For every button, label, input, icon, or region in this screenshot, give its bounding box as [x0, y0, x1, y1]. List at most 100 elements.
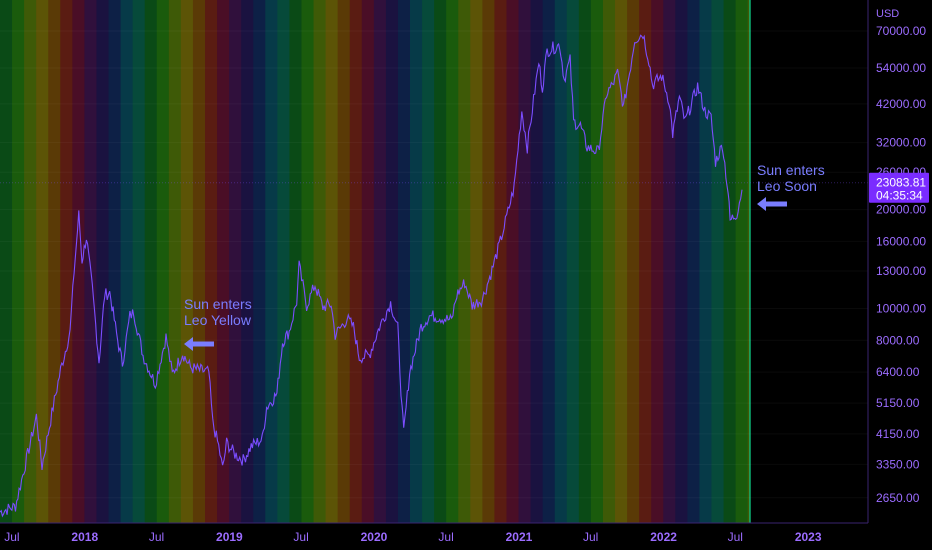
y-tick-label: 32000.00 [876, 136, 926, 150]
color-band [120, 0, 134, 523]
color-band [313, 0, 327, 523]
color-band [542, 0, 556, 523]
color-band [615, 0, 628, 523]
y-tick-label: 3350.00 [876, 457, 920, 471]
color-band [397, 0, 411, 523]
annotation-text: Leo Soon [757, 178, 817, 194]
y-tick-label: 8000.00 [876, 333, 920, 347]
color-band [277, 0, 290, 523]
grid-lines [0, 30, 868, 499]
color-band [361, 0, 375, 523]
arrow-left-icon [184, 337, 214, 351]
bar-countdown: 04:35:34 [876, 189, 923, 203]
x-tick-label: 2019 [216, 530, 243, 544]
x-tick-label: Jul [293, 530, 308, 544]
x-tick-label: Jul [4, 530, 19, 544]
color-band [578, 0, 592, 523]
color-band [723, 0, 737, 523]
color-band [337, 0, 351, 523]
x-tick-label: Jul [438, 530, 453, 544]
color-band [84, 0, 97, 523]
color-band [590, 0, 604, 523]
y-tick-label: 20000.00 [876, 203, 926, 217]
y-tick-label: 16000.00 [876, 234, 926, 248]
last-price-badge [869, 172, 929, 203]
color-band [96, 0, 110, 523]
color-band [506, 0, 520, 523]
color-band [0, 0, 13, 523]
y-tick-label: 6400.00 [876, 365, 920, 379]
color-band [410, 0, 423, 523]
price-axis[interactable]: USD 2650.00 3350.00 4150.00 5150.00 6400.00 80… [867, 0, 932, 550]
color-band [301, 0, 315, 523]
color-band [699, 0, 712, 523]
y-tick-label: 4150.00 [876, 427, 920, 441]
y-tick-label: 2650.00 [876, 491, 920, 505]
x-tick-label: Jul [149, 530, 164, 544]
x-tick-label: 2021 [506, 530, 533, 544]
color-band [144, 0, 158, 523]
arrow-left-icon [757, 197, 787, 211]
annotation-text: Sun enters [757, 162, 825, 178]
color-band [711, 0, 725, 523]
color-band [687, 0, 700, 523]
color-band [747, 0, 751, 523]
y-tick-label: 42000.00 [876, 97, 926, 111]
x-tick-label: Jul [728, 530, 743, 544]
annotation-text: Leo Yellow [184, 312, 252, 328]
color-band [675, 0, 688, 523]
last-price-value: 23083.81 [876, 176, 926, 190]
color-band [229, 0, 242, 523]
zodiac-color-bands [0, 0, 751, 523]
color-band [530, 0, 544, 523]
x-tick-label: 2020 [361, 530, 388, 544]
time-axis-bg [0, 523, 932, 550]
color-band [349, 0, 363, 523]
color-band [470, 0, 483, 523]
color-band [12, 0, 25, 523]
color-band [373, 0, 387, 523]
color-band [639, 0, 652, 523]
color-band [253, 0, 266, 523]
color-band [482, 0, 495, 523]
color-band [132, 0, 146, 523]
time-axis[interactable]: Jul 2018 Jul 2019 Jul 2020 Jul 2021 Jul 2022 Jul 20… [0, 522, 932, 550]
color-band [566, 0, 580, 523]
x-tick-label: 2023 [795, 530, 822, 544]
color-band [168, 0, 182, 523]
currency-unit: USD [876, 8, 899, 20]
color-band [265, 0, 278, 523]
color-band [494, 0, 507, 523]
price-series [0, 34, 868, 518]
x-tick-label: 2022 [650, 530, 677, 544]
price-line [0, 34, 743, 518]
color-band [735, 0, 749, 523]
color-band [72, 0, 85, 523]
y-tick-label: 13000.00 [876, 264, 926, 278]
x-tick-label: 2018 [71, 530, 98, 544]
color-band [554, 0, 568, 523]
color-band [434, 0, 447, 523]
color-band [385, 0, 399, 523]
color-band [108, 0, 122, 523]
color-band [663, 0, 676, 523]
y-tick-label: 5150.00 [876, 396, 920, 410]
color-band [36, 0, 49, 523]
color-band [217, 0, 230, 523]
color-band [192, 0, 206, 523]
x-tick-label: Jul [583, 530, 598, 544]
color-band [60, 0, 73, 523]
color-band [241, 0, 254, 523]
annotation-text: Sun enters [184, 296, 252, 312]
color-band [627, 0, 640, 523]
color-band [325, 0, 339, 523]
color-band [518, 0, 532, 523]
color-band [24, 0, 37, 523]
color-band [205, 0, 218, 523]
color-band [289, 0, 302, 523]
y-tick-label: 10000.00 [876, 301, 926, 315]
y-tick-label: 54000.00 [876, 61, 926, 75]
color-band [651, 0, 664, 523]
